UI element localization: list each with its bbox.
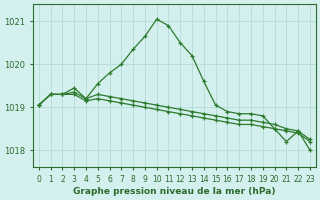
- X-axis label: Graphe pression niveau de la mer (hPa): Graphe pression niveau de la mer (hPa): [73, 187, 276, 196]
